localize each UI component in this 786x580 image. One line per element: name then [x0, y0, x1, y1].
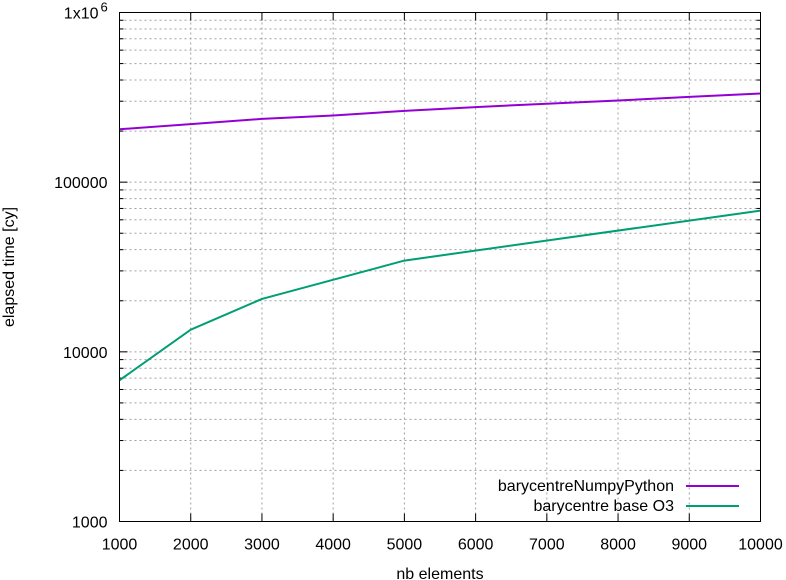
x-tick-label: 3000: [244, 537, 280, 554]
legend-label: barycentreNumpyPython: [498, 478, 674, 495]
x-tick-label: 9000: [671, 537, 707, 554]
series-line-2: [118, 209, 761, 382]
y-tick-label: 10000: [63, 345, 108, 362]
x-axis-title: nb elements: [396, 566, 483, 580]
x-tick-label: 7000: [529, 537, 565, 554]
x-tick-label: 8000: [600, 537, 636, 554]
y-tick-label: 100000: [54, 175, 107, 192]
series-line-1: [119, 92, 761, 131]
x-tick-label: 6000: [458, 537, 494, 554]
y-tick-label: 1000: [72, 515, 108, 532]
x-tick-label: 10000: [738, 537, 783, 554]
axis-ticks: [119, 12, 761, 522]
x-tick-label: 2000: [173, 537, 209, 554]
series-lines: [118, 92, 761, 382]
plot-frame: [119, 12, 761, 522]
y-axis-title: elapsed time [cy]: [1, 207, 18, 327]
legend-label: barycentre base O3: [533, 498, 674, 515]
y-tick-label-exponent: 6: [101, 0, 108, 15]
x-tick-label: 4000: [315, 537, 351, 554]
x-tick-label: 1000: [102, 537, 138, 554]
x-tick-label: 5000: [387, 537, 423, 554]
grid-lines: [119, 12, 761, 522]
tick-labels: 1000 2000 3000 4000 5000 6000 7000 8000 9000 1000…: [54, 0, 783, 554]
legend: barycentreNumpyPython barycentre base O3: [498, 478, 739, 515]
y-tick-label: 1x10: [64, 6, 99, 23]
